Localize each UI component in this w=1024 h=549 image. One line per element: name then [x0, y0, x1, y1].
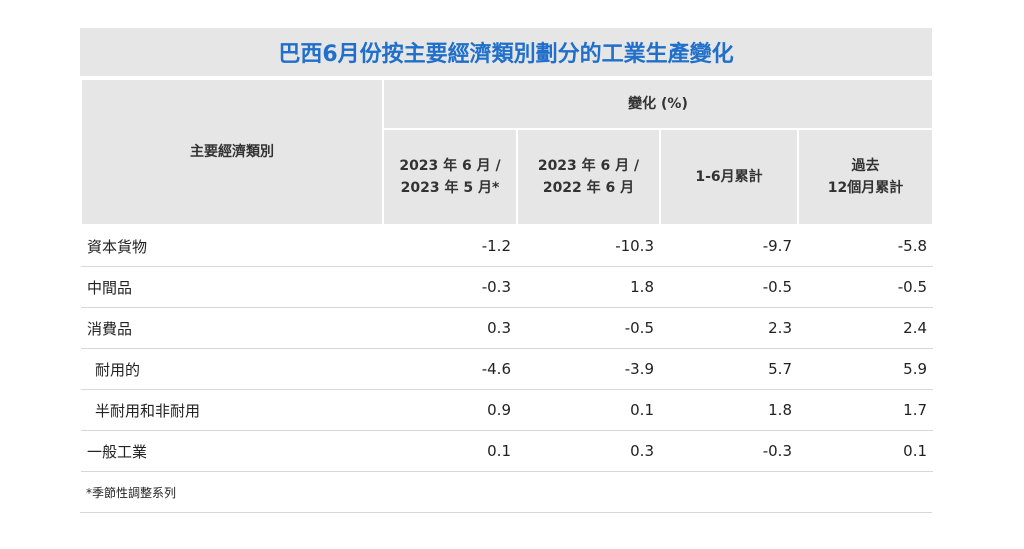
table-cell: 1.8 — [660, 389, 798, 431]
table-cell: 0.1 — [798, 430, 934, 472]
table-cell: -0.5 — [660, 266, 798, 308]
table-cell: 2.4 — [798, 307, 934, 349]
table-row: 半耐用和非耐用 0.9 0.1 1.8 1.7 — [81, 389, 934, 431]
data-table: 主要經濟類別 變化 (%) 2023 年 6 月 /2023 年 5 月* 202… — [80, 78, 935, 472]
row-label: 資本貨物 — [81, 225, 383, 267]
column-header: 2023 年 6 月 / 2023 年 5 月* — [382, 128, 518, 226]
table-cell: 0.9 — [383, 389, 517, 431]
table-cell: -0.5 — [798, 266, 934, 308]
table-cell: -1.2 — [383, 225, 517, 267]
table-cell: 0.3 — [383, 307, 517, 349]
table-cell: -9.7 — [660, 225, 798, 267]
footnote: *季節性調整系列 — [80, 472, 932, 513]
column-header-line: 12個月累計 — [827, 180, 904, 196]
table-row: 耐用的 -4.6 -3.9 5.7 5.9 — [81, 348, 934, 390]
table-cell: -3.9 — [517, 348, 660, 390]
column-header: 1-6月累計 — [659, 128, 799, 226]
table-cell: 5.9 — [798, 348, 934, 390]
table-cell: -4.6 — [383, 348, 517, 390]
row-label: 消費品 — [81, 307, 383, 349]
column-header-line: 1-6月累計 — [695, 169, 763, 185]
table-cell: 5.7 — [660, 348, 798, 390]
table-cell: 0.1 — [517, 389, 660, 431]
row-label: 半耐用和非耐用 — [81, 389, 383, 431]
table-cell: -0.3 — [383, 266, 517, 308]
row-label: 中間品 — [81, 266, 383, 308]
row-label: 耐用的 — [81, 348, 383, 390]
table-cell: 0.1 — [383, 430, 517, 472]
table-cell: 1.7 — [798, 389, 934, 431]
column-header-line: 2023 年 6 月 / — [399, 158, 501, 174]
table-cell: -0.3 — [660, 430, 798, 472]
table-container: 巴西6月份按主要經濟類別劃分的工業生產變化 主要經濟類別 變化 (%) 2023… — [80, 28, 935, 513]
table-cell: -0.5 — [517, 307, 660, 349]
row-header: 主要經濟類別 — [80, 78, 384, 226]
group-header: 變化 (%) — [381, 78, 935, 130]
column-header-line: 2023 年 6 月 / — [537, 158, 640, 174]
table-row: 一般工業 0.1 0.3 -0.3 0.1 — [81, 430, 934, 472]
table-row: 消費品 0.3 -0.5 2.3 2.4 — [81, 307, 934, 349]
table-cell: -5.8 — [798, 225, 934, 267]
column-header: 2023 年 6 月 / 2022 年 6 月 — [516, 128, 661, 226]
table-row: 資本貨物 -1.2 -10.3 -9.7 -5.8 — [81, 225, 934, 267]
column-header: 過去 12個月累計 — [796, 128, 935, 226]
column-header-line: 2023 年 5 月* — [400, 180, 500, 196]
column-header-line: 過去 — [851, 158, 880, 174]
table-cell: 1.8 — [517, 266, 660, 308]
table-title: 巴西6月份按主要經濟類別劃分的工業生產變化 — [80, 28, 932, 78]
table-row: 中間品 -0.3 1.8 -0.5 -0.5 — [81, 266, 934, 308]
column-header-line: 2022 年 6 月 — [542, 180, 635, 196]
table-cell: 0.3 — [517, 430, 660, 472]
table-cell: 2.3 — [660, 307, 798, 349]
row-label: 一般工業 — [81, 430, 383, 472]
table-cell: -10.3 — [517, 225, 660, 267]
